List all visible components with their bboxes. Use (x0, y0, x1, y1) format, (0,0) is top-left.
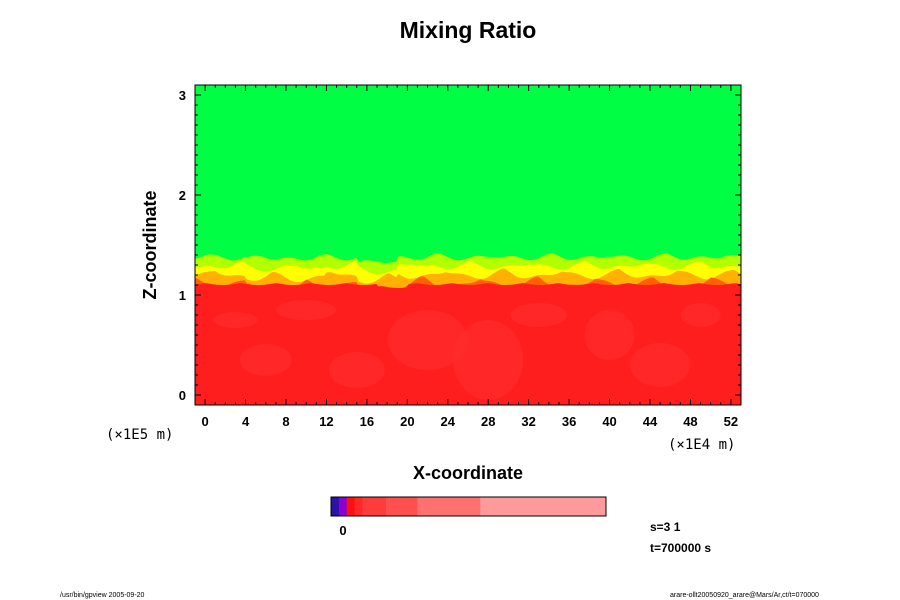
colorbar-segment-1 (338, 497, 348, 516)
colorbar (331, 497, 607, 516)
x-tick-label: 0 (201, 414, 208, 429)
x-tick-label: 52 (724, 414, 738, 429)
x-tick-label: 12 (319, 414, 333, 429)
colorbar-segment-5 (386, 497, 418, 516)
x-tick-label: 44 (643, 414, 658, 429)
colorbar-frame (330, 496, 607, 517)
texture-blob-6 (630, 343, 691, 387)
x-tick-label: 36 (562, 414, 576, 429)
footer-right: arare-ollt20050920_arare@Mars/Ar,ct/t=07… (670, 592, 819, 599)
lower-texture (213, 300, 721, 400)
x-tick-label: 32 (521, 414, 535, 429)
colorbar-segment-3 (354, 497, 363, 516)
y-scale-label: (×1E5 m) (106, 427, 173, 443)
texture-blob-0 (213, 312, 258, 328)
texture-blob-1 (276, 300, 337, 320)
y-tick-label: 2 (179, 188, 186, 203)
x-tick-label: 40 (602, 414, 616, 429)
y-axis-title: Z-coordinate (140, 190, 160, 299)
info-line-1: s=3 1 (650, 520, 681, 534)
y-tick-label: 3 (179, 88, 186, 103)
colorbar-segment-4 (362, 497, 387, 516)
y-axis: 0 1 2 3 (179, 88, 741, 403)
texture-blob-3 (453, 320, 524, 400)
x-scale-label: (×1E4 m) (668, 437, 735, 453)
x-tick-label: 16 (360, 414, 374, 429)
texture-blob-9 (680, 303, 721, 327)
texture-blob-4 (510, 303, 567, 327)
upper-region (195, 85, 741, 264)
x-tick-label: 8 (282, 414, 289, 429)
chart-title: Mixing Ratio (400, 17, 537, 43)
colorbar-segment-2 (346, 497, 355, 516)
x-axis-title: X-coordinate (413, 463, 523, 483)
colorbar-segment-7 (480, 497, 607, 516)
texture-blob-5 (584, 310, 635, 360)
colorbar-segment-6 (417, 497, 481, 516)
x-axis: 0 4 8 12 16 20 24 28 32 36 40 44 48 52 (201, 85, 738, 429)
x-tick-label: 28 (481, 414, 495, 429)
x-tick-label: 48 (683, 414, 697, 429)
plot-area (195, 85, 741, 405)
x-tick-label: 24 (441, 414, 456, 429)
texture-blob-7 (328, 352, 385, 388)
texture-blob-8 (239, 344, 292, 376)
info-line-2: t=700000 s (650, 541, 711, 555)
colorbar-segment-0 (331, 497, 340, 516)
colorbar-tick-label: 0 (339, 523, 346, 538)
texture-blob-2 (387, 310, 468, 370)
x-tick-label: 20 (400, 414, 414, 429)
y-tick-label: 1 (179, 288, 186, 303)
y-tick-label: 0 (179, 388, 186, 403)
x-tick-label: 4 (242, 414, 250, 429)
footer-left: /usr/bin/gpview 2005-09-20 (60, 592, 145, 599)
